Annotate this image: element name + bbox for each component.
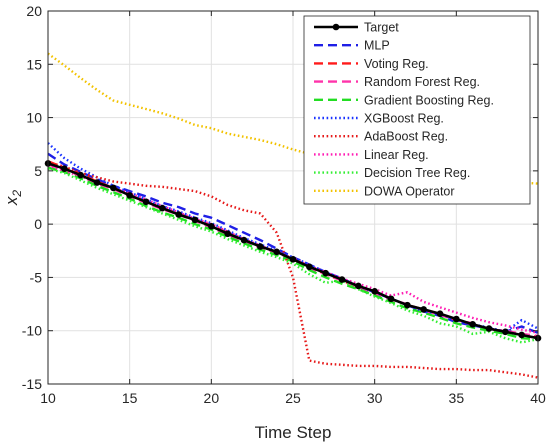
y-tick-label: 5 [34,163,42,179]
x-tick-label: 15 [122,390,138,406]
target-point [338,276,346,283]
legend: Target MLP Voting Reg. Random Forest Reg. Gr… [303,15,531,205]
legend-label: Voting Reg. [364,57,429,71]
target-point [289,256,297,263]
target-point [469,321,476,328]
target-point [142,198,150,206]
target-point [224,230,231,238]
target-point [306,263,313,271]
y-tick-label: -10 [22,323,42,339]
target-point [371,287,378,295]
target-point [273,248,280,256]
target-point [159,204,166,212]
legend-label: Target [364,21,399,35]
y-tick-label: -5 [30,269,43,285]
target-point [77,171,84,179]
legend-label: Decision Tree Reg. [364,166,470,180]
y-tick-label: 10 [26,110,42,126]
target-point [404,301,411,309]
y-tick-label: 20 [26,3,42,19]
legend-label: Random Forest Reg. [364,75,480,89]
target-point [175,211,182,218]
legend-label: XGBoost Reg. [364,112,444,126]
target-point [436,310,444,317]
legend-box [303,15,531,205]
x-tick-label: 40 [530,390,546,406]
axis-ticks: 10 15 20 25 30 35 40 -15 -10 -5 0 5 10 15 20 [22,3,546,406]
y-axis-title-var: x [2,196,21,206]
series-group [44,52,542,379]
target-point [518,331,525,339]
legend-label: AdaBoost Reg. [364,130,448,144]
y-tick-label: 0 [34,216,42,232]
legend-label: Linear Reg. [364,148,429,162]
x-tick-label: 25 [285,390,301,406]
target-point [126,192,133,199]
legend-label: MLP [364,39,390,53]
x-tick-label: 30 [367,390,383,406]
legend-label: DOWA Operator [364,184,455,198]
target-point [387,295,395,303]
y-tick-label: -15 [22,376,42,392]
series-line [47,52,539,185]
series-line [47,167,539,344]
target-point [93,179,101,186]
x-tick-label: 10 [40,390,56,406]
series-line [47,161,539,379]
target-point [61,165,68,173]
legend-label: Gradient Boosting Reg. [364,93,494,107]
x-tick-label: 20 [204,390,220,406]
x-tick-label: 35 [449,390,465,406]
target-point [322,269,329,277]
target-point [355,282,362,290]
target-point [453,315,460,323]
target-point [420,306,427,313]
target-point [502,328,509,336]
legend-marker [332,23,340,31]
target-point [208,222,215,230]
target-point [485,325,493,332]
target-point [240,236,248,244]
target-point [191,216,199,224]
target-point [110,184,117,192]
y-tick-label: 15 [26,56,42,72]
target-point [257,243,264,250]
y-axis-title-subscript: 2 [10,190,24,198]
y-axis-title: x2 [2,190,24,207]
series-line [47,164,539,334]
x-axis-title: Time Step [255,423,332,442]
